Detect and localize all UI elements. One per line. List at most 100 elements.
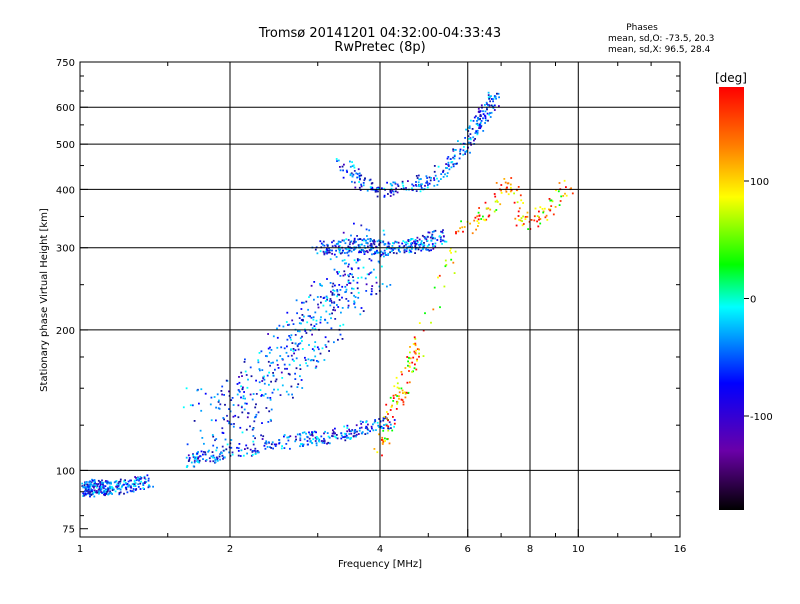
data-point [411,370,413,373]
data-point [111,493,113,495]
data-point [264,447,267,450]
data-point [426,182,429,184]
data-point [318,440,321,443]
data-point [486,112,489,115]
data-point [387,193,389,195]
data-point [338,299,341,301]
data-point [328,350,330,352]
x-tick-label: 1 [77,544,83,555]
data-point [246,452,248,455]
data-point [476,215,479,218]
data-point [353,302,356,305]
data-point [353,181,356,184]
data-point [409,357,412,360]
data-point [249,393,252,396]
data-point [402,184,405,187]
data-point [292,396,294,399]
data-point [208,457,211,460]
data-point [391,245,394,247]
data-point [482,110,484,113]
data-point [387,413,389,415]
data-point [105,489,107,492]
data-point [87,491,90,494]
data-point [431,235,433,238]
data-point [182,406,185,409]
data-point [196,452,199,455]
data-point [332,282,335,285]
data-point [367,238,369,241]
data-point [510,186,512,189]
data-point [542,211,545,214]
data-point [279,355,282,357]
data-point [285,351,288,354]
data-point [388,421,391,424]
data-point [326,432,329,434]
data-point [192,453,194,455]
data-point [185,466,188,468]
data-point [299,439,302,442]
data-point [345,434,348,437]
data-point [251,398,254,401]
data-point [445,167,448,169]
data-point [459,152,462,155]
data-point [281,358,284,360]
data-point [216,456,218,459]
data-point [378,244,381,246]
data-point [238,376,240,378]
data-point [328,436,331,439]
data-point [254,453,257,455]
data-point [389,284,392,286]
data-point [373,421,376,424]
data-point [555,189,557,192]
data-point [326,247,328,250]
data-point [295,299,298,302]
data-point [134,476,136,478]
data-point [363,239,365,242]
data-point [308,344,310,346]
data-point [433,184,436,187]
data-point [447,161,450,164]
data-point [376,421,379,424]
data-point [366,428,369,431]
data-point [382,427,385,430]
data-point [449,247,452,250]
data-point [116,483,118,486]
data-point [307,315,310,317]
data-point [452,163,455,166]
data-point [479,118,481,120]
data-point [269,418,272,421]
data-point [328,247,330,250]
data-point [334,427,336,430]
data-point [297,348,300,351]
data-point [307,308,309,311]
data-point [364,277,367,280]
data-point [86,492,89,495]
data-point [139,482,142,485]
data-point [452,156,454,159]
data-point [338,249,341,252]
data-point [372,423,374,426]
data-point [261,422,263,424]
data-point [85,481,88,483]
data-point [214,459,217,461]
x-tick-label: 8 [527,544,533,555]
data-point [241,411,244,414]
data-point [105,488,107,491]
data-point [538,216,540,219]
data-point [148,485,151,488]
data-point [390,250,393,253]
data-point [273,443,276,446]
data-point [347,436,350,439]
data-point [345,290,347,293]
data-point [368,249,371,251]
data-point [344,435,347,438]
data-point [255,403,257,406]
data-point [350,234,352,237]
data-point [407,391,410,394]
data-point [215,419,217,422]
data-point [378,426,380,428]
data-point [405,250,408,253]
data-point [87,486,90,489]
data-point [282,325,285,328]
